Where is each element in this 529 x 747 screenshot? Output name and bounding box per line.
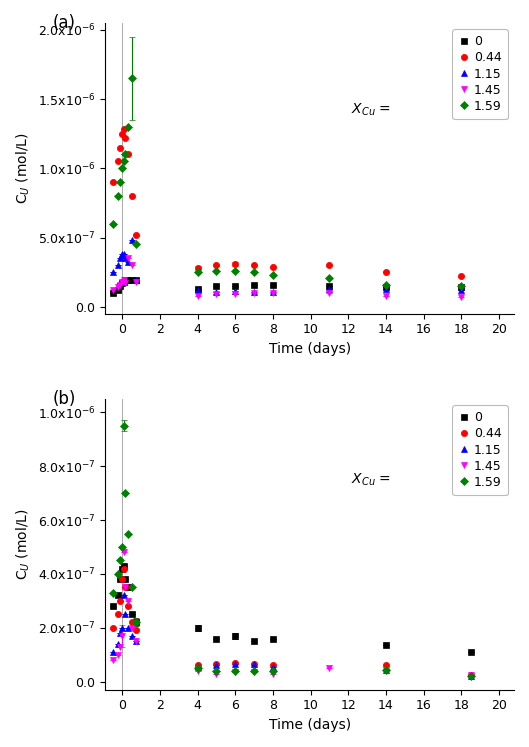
Text: X$_{Cu}$ =: X$_{Cu}$ = xyxy=(351,102,391,118)
X-axis label: Time (days): Time (days) xyxy=(269,342,351,356)
Y-axis label: C$_U$ (mol/L): C$_U$ (mol/L) xyxy=(15,132,32,204)
Text: X$_{Cu}$ =: X$_{Cu}$ = xyxy=(351,472,391,489)
Legend: 0, 0.44, 1.15, 1.45, 1.59: 0, 0.44, 1.15, 1.45, 1.59 xyxy=(452,29,508,119)
Text: (a): (a) xyxy=(52,14,75,32)
Legend: 0, 0.44, 1.15, 1.45, 1.59: 0, 0.44, 1.15, 1.45, 1.59 xyxy=(452,405,508,495)
X-axis label: Time (days): Time (days) xyxy=(269,718,351,732)
Y-axis label: C$_U$ (mol/L): C$_U$ (mol/L) xyxy=(15,509,32,580)
Text: (b): (b) xyxy=(52,390,76,408)
